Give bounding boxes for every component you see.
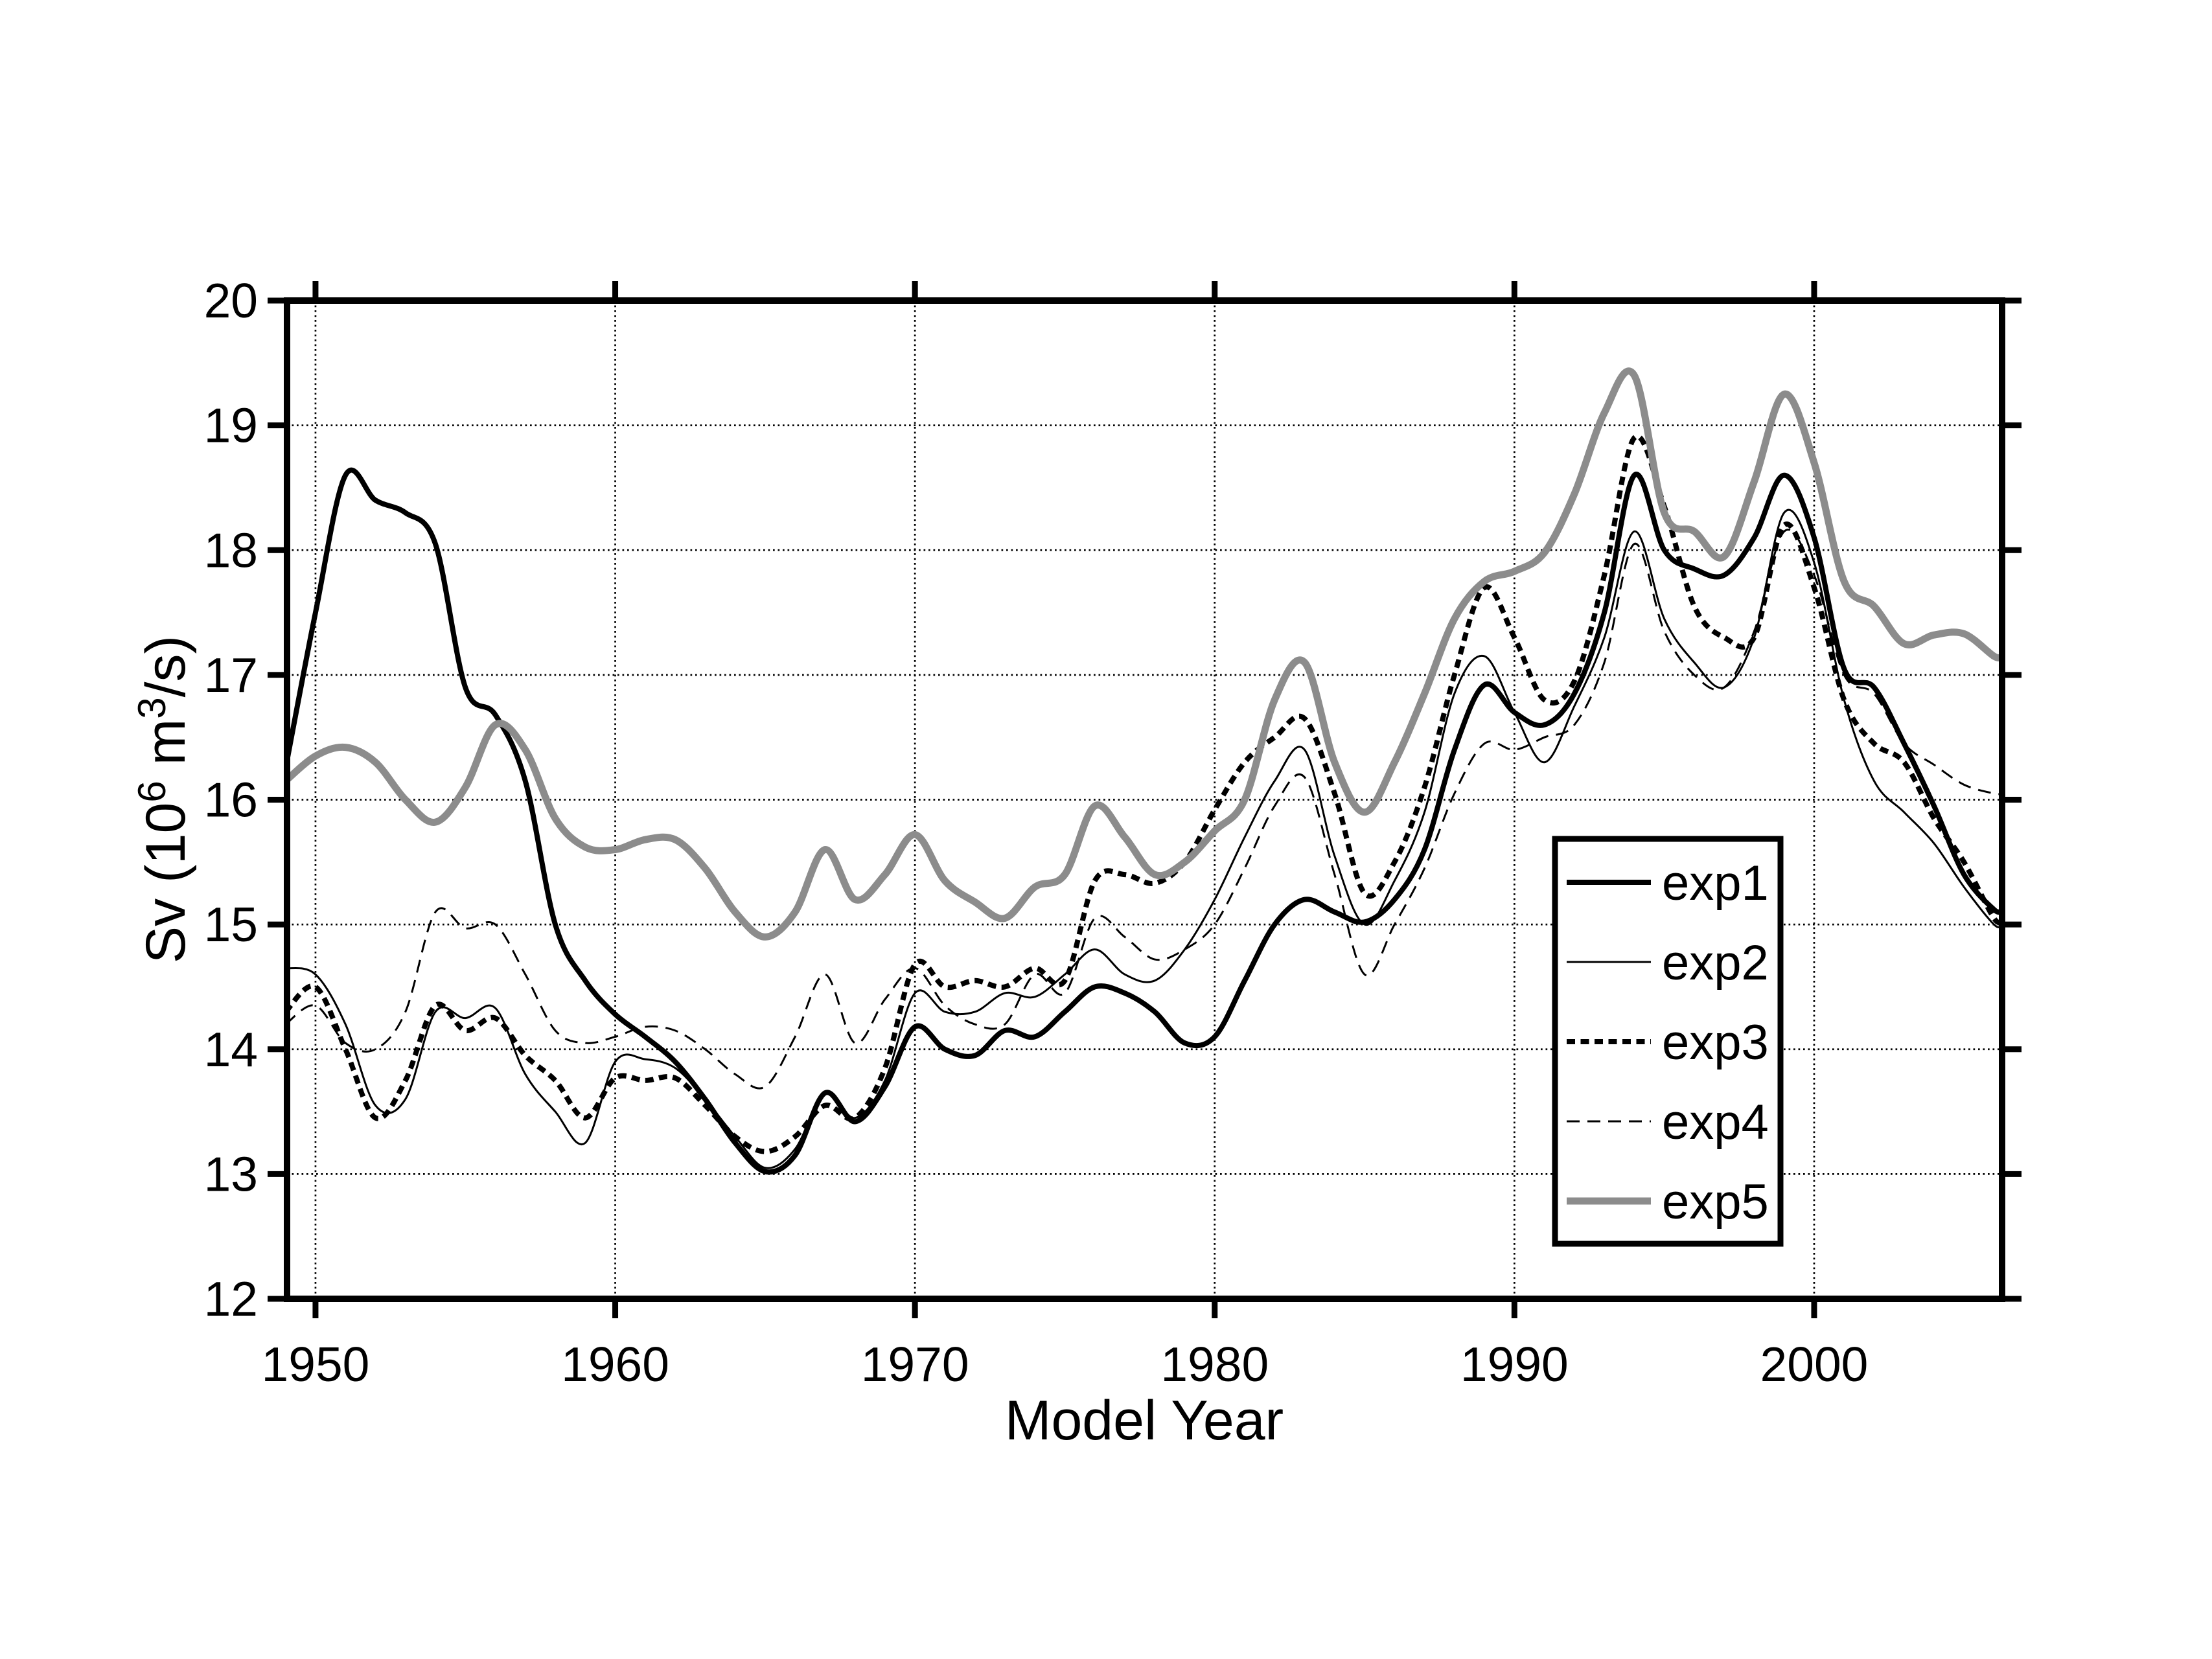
y-tick-label-17: 17 — [204, 648, 258, 702]
x-tick-label-1980: 1980 — [1160, 1337, 1269, 1391]
y-tick-label-13: 13 — [204, 1147, 258, 1201]
y-tick-label-12: 12 — [204, 1272, 258, 1326]
x-tick-label-1970: 1970 — [861, 1337, 969, 1391]
legend-label-exp4: exp4 — [1662, 1095, 1769, 1150]
y-axis-label: Sv (106 m3/s) — [130, 635, 197, 963]
tick-label-layer: 1950 1960 1970 1980 1990 2000 12 13 14 15 16 17 18 19… — [204, 273, 1869, 1391]
x-tick-label-1960: 1960 — [561, 1337, 669, 1391]
x-tick-label-2000: 2000 — [1760, 1337, 1869, 1391]
legend-label-exp1: exp1 — [1662, 856, 1769, 911]
curve-exp1 — [287, 467, 2002, 1175]
x-tick-label-1990: 1990 — [1460, 1337, 1569, 1391]
x-axis-label: Model Year — [1005, 1390, 1284, 1452]
legend-label-exp3: exp3 — [1662, 1015, 1769, 1070]
legend-box — [1552, 836, 1784, 1247]
y-tick-label-18: 18 — [204, 523, 258, 577]
x-tick-label-1950: 1950 — [262, 1337, 370, 1391]
y-tick-label-20: 20 — [204, 273, 258, 328]
curve-exp5 — [287, 367, 2002, 941]
legend-label-exp5: exp5 — [1662, 1174, 1769, 1230]
y-tick-label-19: 19 — [204, 398, 258, 453]
y-tick-label-15: 15 — [204, 897, 258, 952]
y-tick-label-16: 16 — [204, 773, 258, 827]
legend-label-exp2: exp2 — [1662, 935, 1769, 990]
y-tick-label-14: 14 — [204, 1022, 258, 1077]
curve-exp4 — [287, 529, 2002, 1090]
tick-layer — [268, 281, 2022, 1318]
curve-exp3 — [287, 433, 2002, 1154]
legend: exp1 exp2 exp3 exp4 exp5 — [1552, 836, 1784, 1247]
series-layer — [287, 367, 2002, 1175]
